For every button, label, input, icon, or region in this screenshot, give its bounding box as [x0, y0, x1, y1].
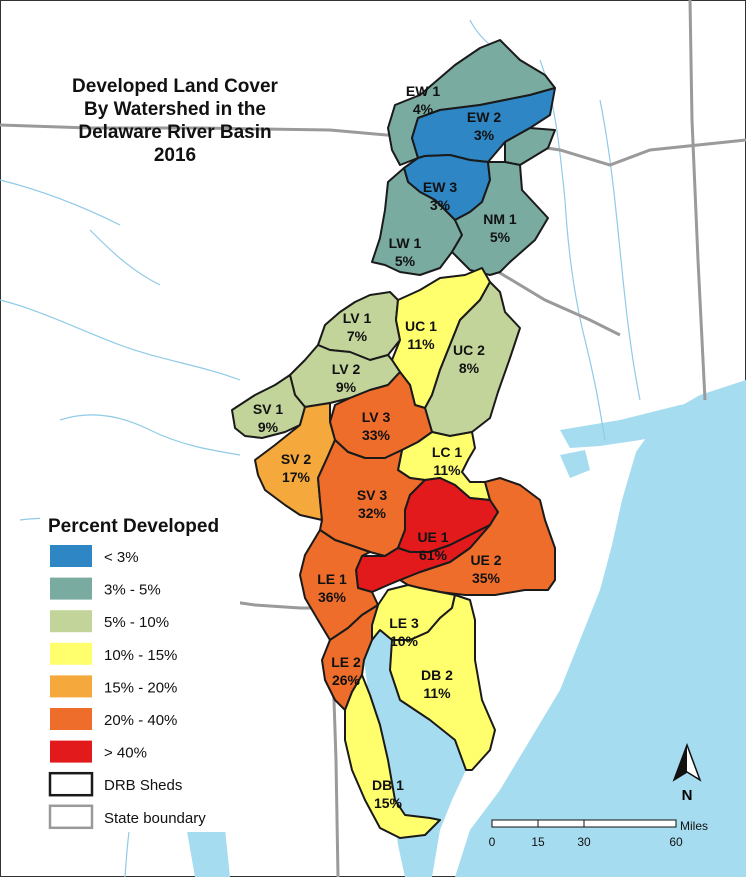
- title-line: Developed Land Cover: [72, 76, 278, 97]
- watershed-label-name: EW 2: [467, 109, 501, 125]
- watershed-label-name: LE 2: [331, 654, 361, 670]
- legend-label: 15% - 20%: [104, 679, 177, 696]
- legend-swatch: [50, 642, 92, 665]
- watershed-label-percent: 33%: [362, 427, 391, 443]
- title-line: 2016: [154, 145, 196, 166]
- state-boundary-line: [688, 0, 707, 401]
- legend-swatch: [50, 708, 92, 730]
- watershed-label-percent: 9%: [258, 419, 279, 435]
- scale-tick: 60: [669, 835, 683, 849]
- scale-tick: 0: [489, 835, 496, 849]
- watershed-le2[interactable]: [321, 604, 379, 711]
- watershed-label-percent: 3%: [474, 127, 495, 143]
- watershed-label-percent: 15%: [374, 795, 403, 811]
- legend-swatch: [50, 577, 92, 600]
- legend-label: 20% - 40%: [104, 712, 177, 729]
- legend-label: State boundary: [104, 810, 206, 827]
- legend-items: < 3% 3% - 5% 5% - 10% 10% - 15% 15% - 20% 20%…: [48, 545, 206, 830]
- watershed-label-percent: 9%: [336, 379, 357, 395]
- watershed-label-name: NM 1: [483, 211, 517, 227]
- watershed-db1[interactable]: [344, 674, 441, 839]
- scale-tick: 15: [531, 835, 545, 849]
- watershed-label-percent: 5%: [395, 253, 416, 269]
- watershed-label-name: LE 3: [389, 615, 419, 631]
- state-boundary-line: [0, 123, 421, 140]
- watershed-label-name: UE 1: [417, 529, 448, 545]
- legend-label: 5% - 10%: [104, 614, 169, 631]
- scale-unit: Miles: [680, 819, 708, 833]
- watershed-label-percent: 11%: [423, 685, 451, 701]
- delaware-bay: [364, 630, 466, 877]
- watershed-label-name: SV 2: [281, 451, 312, 467]
- legend-swatch: [50, 610, 92, 633]
- watershed-label-percent: 35%: [472, 570, 501, 586]
- watershed-label-name: EW 3: [423, 179, 457, 195]
- scale-bar: 0 15 30 60 Miles: [489, 819, 708, 849]
- watershed-label-percent: 3%: [430, 197, 451, 213]
- atlantic-ocean: [455, 380, 746, 877]
- river-line: [0, 299, 241, 381]
- watershed-polygons: [231, 39, 556, 839]
- watershed-label-name: LC 1: [432, 444, 463, 460]
- watershed-label-name: DB 1: [372, 777, 404, 793]
- watershed-label-name: UE 2: [470, 552, 501, 568]
- watershed-label-name: LV 2: [332, 361, 361, 377]
- watershed-label-name: UC 2: [453, 342, 485, 358]
- title-line: By Watershed in the: [84, 99, 266, 120]
- watershed-label-name: SV 1: [253, 401, 284, 417]
- watershed-label-percent: 5%: [490, 229, 511, 245]
- watershed-label-name: SV 3: [357, 487, 388, 503]
- watershed-db2[interactable]: [389, 594, 496, 771]
- watershed-nm1[interactable]: [451, 161, 549, 276]
- river-line: [539, 59, 606, 441]
- legend-label: DRB Sheds: [104, 777, 182, 794]
- watershed-label-percent: 11%: [433, 462, 461, 478]
- watershed-label-percent: 7%: [347, 328, 368, 344]
- river-line: [89, 229, 161, 286]
- scale-tick: 30: [577, 835, 591, 849]
- watershed-label-percent: 10%: [390, 633, 419, 649]
- watershed-label-percent: 32%: [358, 505, 387, 521]
- watershed-label-name: LV 1: [343, 310, 372, 326]
- watershed-label-name: DB 2: [421, 667, 453, 683]
- north-label: N: [682, 787, 693, 804]
- watershed-label-percent: 17%: [282, 469, 311, 485]
- watershed-labels: EW 1 4% EW 2 3% EW 3 3% LW 1 5% NM 1 5% LV 1 7% UC 1…: [253, 83, 517, 811]
- river-line: [59, 414, 241, 456]
- watershed-label-percent: 36%: [318, 589, 347, 605]
- map-title: Developed Land Cover By Watershed in the…: [72, 76, 278, 166]
- long-island-sound: [560, 395, 746, 448]
- legend-label: < 3%: [104, 549, 139, 566]
- legend-label: 10% - 15%: [104, 647, 177, 664]
- legend-swatch: [48, 771, 94, 797]
- legend-title: Percent Developed: [48, 516, 219, 537]
- title-line: Delaware River Basin: [78, 122, 271, 143]
- legend-label: > 40%: [104, 745, 147, 762]
- watershed-label-name: LV 3: [362, 409, 391, 425]
- watershed-label-name: EW 1: [406, 83, 440, 99]
- watershed-label-percent: 11%: [407, 336, 435, 352]
- north-arrow: N: [672, 742, 702, 804]
- legend-swatch: [48, 804, 94, 830]
- watershed-label-percent: 4%: [413, 101, 434, 117]
- raritan-bay: [560, 450, 590, 478]
- legend-label: 3% - 5%: [104, 582, 161, 599]
- legend-swatch: [50, 675, 92, 698]
- river-line: [599, 99, 641, 401]
- watershed-label-name: LW 1: [389, 235, 422, 251]
- legend: Percent Developed < 3% 3% - 5% 5% - 10% 10%…: [40, 510, 240, 832]
- state-boundary-line: [494, 268, 621, 337]
- watershed-label-name: UC 1: [405, 318, 437, 334]
- watershed-label-percent: 8%: [459, 360, 480, 376]
- legend-swatch: [50, 545, 92, 567]
- watershed-label-percent: 61%: [419, 547, 448, 563]
- river-line: [0, 179, 121, 226]
- watershed-label-name: LE 1: [317, 571, 347, 587]
- watershed-label-percent: 26%: [332, 672, 361, 688]
- legend-swatch: [50, 740, 92, 763]
